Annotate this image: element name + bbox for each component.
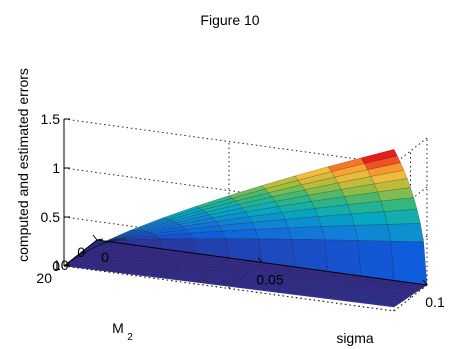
surface-patch-computed [357,240,395,281]
y-tick-mark [96,238,104,241]
surface-patch-computed [321,225,359,241]
gridline-back-z [63,118,395,165]
surface-patch-computed [350,211,388,226]
surface-patch-estimated [373,291,412,299]
surface-patch-computed [110,230,147,241]
x-tick-mark [257,257,263,263]
surface-patch-computed [373,178,411,193]
z-tick-label: 0.5 [41,209,61,225]
y-tick-label: 20 [36,270,52,286]
surface-patch-computed [288,226,326,241]
surface-patch-estimated [264,285,303,293]
z-tick-label: 1.5 [41,111,61,127]
surface-patch-estimated [333,291,372,299]
surface-patch-computed [278,201,316,213]
surface-patch-estimated [294,292,332,300]
gridline-back-z [63,167,395,214]
surface-patch-computed [255,227,293,240]
surface-patch-computed [390,240,428,286]
surface-patch-computed [241,201,279,213]
z-tick-label: 0 [52,258,60,274]
surface-patch-estimated [228,283,266,291]
x-tick-label: 0 [101,249,109,265]
surface-patch-computed [143,222,181,232]
x-tick-mark [92,234,98,241]
surface-patch-computed [182,221,220,230]
x-axis-label: sigma [336,330,374,346]
surface-patch-computed [291,239,329,272]
surface-patch-computed [377,187,415,202]
y-tick-label: 0 [77,244,85,260]
surface-layer [63,149,428,308]
surface-patch-estimated [366,295,405,303]
x-tick-mark [422,279,428,286]
y-tick-mark [63,264,71,267]
chart-title: Figure 10 [200,12,259,28]
surface-patch-estimated [376,289,415,297]
surface-patch-estimated [330,294,369,301]
gridline-floor-y [63,265,395,312]
surface-patch-estimated [139,263,177,272]
surface-patch-computed [178,217,217,227]
surface-patch-computed [222,229,260,240]
x-tick-label: 0.1 [425,294,445,310]
y-tick-label: 10 [53,257,69,273]
y-axis-label-subscript: 2 [127,332,133,343]
y-tick-mark [80,251,87,254]
z-tick-label: 1 [52,160,60,176]
surface-patch-estimated [241,274,280,282]
x-tick-label: 0.05 [256,272,283,288]
surface-patch-computed [354,224,392,242]
surface-patch-computed [274,195,312,207]
surface-patch-estimated [271,280,309,289]
y-axis-label: M [112,320,124,336]
surface-patch-computed [245,206,283,218]
surface-patch-computed [311,196,349,209]
surface-patch-estimated [307,282,346,290]
surface-patch-computed [383,209,421,225]
surface-patch-computed [301,176,339,191]
surface-patch-computed [324,239,362,277]
surface-patch-estimated [300,287,339,295]
surface-patch-estimated [277,276,316,284]
z-axis-label: computed and estimated errors [15,68,31,262]
surface-patch-estimated [122,246,161,255]
surface-patch-computed [284,216,322,229]
surface-patch-computed [387,223,424,243]
